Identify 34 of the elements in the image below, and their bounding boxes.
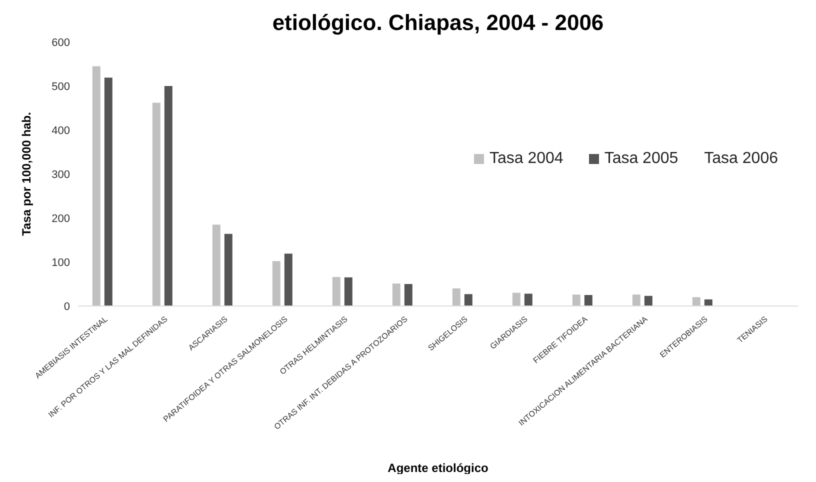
bar [164, 86, 172, 306]
bar [332, 276, 340, 306]
y-tick-label: 100 [52, 256, 70, 269]
bar [284, 254, 292, 306]
bar [704, 299, 712, 306]
bar [392, 284, 400, 306]
bar [452, 288, 460, 306]
bar [104, 78, 112, 306]
bar [524, 294, 532, 306]
bar [344, 277, 352, 306]
bar [224, 234, 232, 306]
text: Tasa 2006 [704, 150, 778, 168]
y-axis-title: Tasa por 100,000 hab. [19, 112, 34, 236]
legend-label: Tasa 2005 [604, 150, 678, 168]
y-tick-label: 0 [64, 300, 70, 313]
bar [404, 284, 412, 306]
y-tick-label: 300 [52, 168, 70, 181]
bar [644, 296, 652, 306]
bar [152, 102, 160, 306]
chart-title: etiológico. Chiapas, 2004 - 2006 [271, 9, 605, 37]
y-tick-label: 400 [52, 124, 70, 137]
y-tick-label: 600 [52, 36, 70, 49]
bar [212, 224, 220, 306]
bar [512, 292, 520, 306]
bar [464, 294, 472, 306]
bar [92, 66, 100, 306]
y-tick-label: 500 [52, 80, 70, 93]
legend-label: Tasa 2004 [489, 150, 564, 168]
bar [272, 261, 280, 306]
bar [572, 294, 580, 306]
bar [584, 295, 592, 306]
bar [692, 297, 700, 306]
y-tick-label: 200 [52, 212, 70, 225]
bar [632, 294, 640, 306]
